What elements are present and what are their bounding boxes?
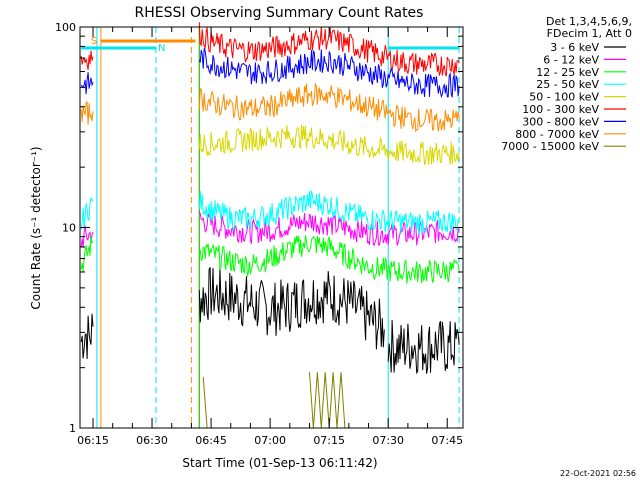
night-label: N bbox=[158, 43, 165, 54]
chart-title: RHESSI Observing Summary Count Rates bbox=[135, 5, 424, 21]
legend-label-8: 7000 - 15000 keV bbox=[501, 140, 599, 153]
series-line-3-1 bbox=[198, 190, 460, 235]
x-tick-label-6: 07:45 bbox=[431, 434, 463, 447]
series-line-4-0 bbox=[198, 124, 460, 165]
legend-label-0: 3 - 6 keV bbox=[550, 41, 599, 54]
series-line-7-0 bbox=[80, 101, 94, 125]
legend-label-6: 300 - 800 keV bbox=[522, 115, 599, 128]
x-tick-label-5: 07:30 bbox=[372, 434, 404, 447]
x-axis-label: Start Time (01-Sep-13 06:11:42) bbox=[182, 456, 377, 470]
legend-label-5: 100 - 300 keV bbox=[522, 103, 599, 116]
legend-label-2: 12 - 25 keV bbox=[536, 66, 599, 79]
series-line-8-1 bbox=[309, 372, 346, 429]
legend-header-1: Det 1,3,4,5,6,9, bbox=[546, 15, 632, 28]
x-tick-label-1: 06:30 bbox=[136, 434, 168, 447]
x-tick-label-4: 07:15 bbox=[313, 434, 345, 447]
x-tick-label-2: 06:45 bbox=[195, 434, 227, 447]
series-line-0-2 bbox=[387, 320, 460, 375]
y-axis-label: Count Rate (s⁻¹ detector⁻¹) bbox=[29, 146, 43, 309]
saa-label: S bbox=[91, 36, 97, 47]
y-tick-label-1: 10 bbox=[62, 222, 76, 235]
legend-header-2: FDecim 1, Att 0 bbox=[547, 27, 632, 40]
legend-label-4: 50 - 100 keV bbox=[529, 91, 599, 104]
legend-label-3: 25 - 50 keV bbox=[536, 78, 599, 91]
series-line-0-1 bbox=[198, 267, 385, 350]
series-line-8-0 bbox=[202, 376, 208, 429]
x-tick-label-0: 06:15 bbox=[77, 434, 109, 447]
legend-label-7: 800 - 7000 keV bbox=[515, 128, 599, 141]
legend-label-1: 6 - 12 keV bbox=[543, 53, 599, 66]
series-line-2-1 bbox=[198, 235, 460, 284]
y-tick-label-0: 1 bbox=[69, 422, 76, 435]
x-tick-label-3: 07:00 bbox=[254, 434, 286, 447]
series-line-7-1 bbox=[198, 83, 460, 133]
series-line-6-1 bbox=[198, 48, 460, 99]
series-line-0-0 bbox=[80, 313, 94, 360]
y-tick-label-2: 100 bbox=[55, 21, 76, 34]
timestamp: 22-Oct-2021 02:56 bbox=[560, 469, 636, 478]
series-line-5-0 bbox=[80, 50, 94, 70]
series-line-3-0 bbox=[80, 196, 94, 230]
